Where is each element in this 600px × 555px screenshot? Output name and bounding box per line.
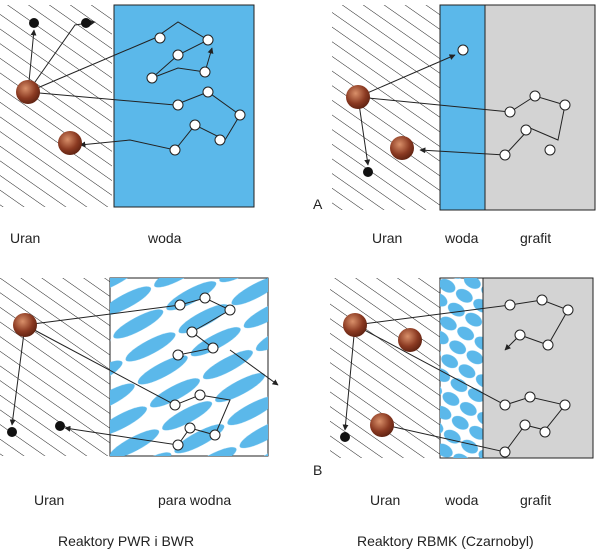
neutron-icon <box>520 124 532 136</box>
neutron-icon <box>81 18 91 28</box>
neutron-icon <box>524 391 536 403</box>
uranium-nucleus-icon <box>390 136 414 160</box>
neutron-icon <box>194 389 206 401</box>
panel-top-left <box>0 4 255 208</box>
neutron-icon <box>169 144 181 156</box>
panel-marker-b: B <box>313 462 323 478</box>
neutron-icon <box>207 342 219 354</box>
neutron-icon <box>172 439 184 451</box>
panel-bottom-right <box>330 277 594 459</box>
neutron-icon <box>209 429 221 441</box>
neutron-icon <box>55 421 65 431</box>
uranium-nucleus-icon <box>16 80 40 104</box>
neutron-icon <box>542 339 554 351</box>
panel-bottom-left <box>0 277 279 457</box>
neutron-icon <box>529 90 541 102</box>
neutron-path <box>342 324 356 431</box>
caption-rbmk: Reaktory RBMK (Czarnobyl) <box>357 533 534 549</box>
label-grafit: grafit <box>520 230 552 246</box>
uranium-nucleus-icon <box>343 313 367 337</box>
uranium-region <box>0 278 110 456</box>
uranium-nucleus-icon <box>346 85 370 109</box>
neutron-icon <box>499 399 511 411</box>
neutron-icon <box>234 109 246 121</box>
uranium-nucleus-icon <box>58 131 82 155</box>
uranium-region <box>0 5 112 207</box>
neutron-icon <box>363 167 373 177</box>
neutron-icon <box>514 329 526 341</box>
label-uran: Uran <box>372 230 403 246</box>
neutron-icon <box>519 419 531 431</box>
label-uran: Uran <box>370 492 401 508</box>
neutron-path <box>357 54 456 98</box>
neutron-icon <box>184 422 196 434</box>
neutron-path <box>9 324 26 426</box>
label-uran: Uran <box>34 492 65 508</box>
neutron-icon <box>172 99 184 111</box>
neutron-icon <box>539 426 551 438</box>
neutron-icon <box>224 304 236 316</box>
label-woda: woda <box>445 492 479 508</box>
label-woda: woda <box>445 230 479 246</box>
neutron-icon <box>186 326 198 338</box>
neutron-icon <box>172 349 184 361</box>
graphite-region <box>482 277 594 459</box>
neutron-path <box>229 349 279 386</box>
neutron-icon <box>562 304 574 316</box>
label-para-wodna: para wodna <box>158 492 232 508</box>
neutron-icon <box>504 299 516 311</box>
uranium-region <box>332 5 440 210</box>
neutron-icon <box>559 399 571 411</box>
caption-pwr-bwr: Reaktory PWR i BWR <box>58 533 195 549</box>
uranium-nucleus-icon <box>13 313 37 337</box>
neutron-icon <box>174 299 186 311</box>
neutron-icon <box>536 294 548 306</box>
neutron-icon <box>499 446 511 458</box>
panel-marker-a: A <box>313 196 323 212</box>
neutron-icon <box>202 86 214 98</box>
neutron-icon <box>340 432 350 442</box>
water-region <box>440 278 483 458</box>
label-woda: woda <box>148 230 182 246</box>
neutron-icon <box>457 44 469 56</box>
neutron-icon <box>172 49 184 61</box>
water-region <box>113 4 255 208</box>
label-uran: Uran <box>10 230 41 246</box>
neutron-icon <box>154 32 166 44</box>
uranium-nucleus-icon <box>370 413 394 437</box>
neutron-icon <box>199 292 211 304</box>
neutron-icon <box>544 144 556 156</box>
neutron-icon <box>214 134 226 146</box>
label-grafit: grafit <box>520 492 552 508</box>
neutron-icon <box>559 99 571 111</box>
neutron-icon <box>7 427 17 437</box>
uranium-nucleus-icon <box>398 328 422 352</box>
neutron-icon <box>199 66 211 78</box>
neutron-icon <box>504 106 516 118</box>
neutron-icon <box>169 399 181 411</box>
neutron-icon <box>499 149 511 161</box>
neutron-icon <box>189 119 201 131</box>
neutron-icon <box>202 34 214 46</box>
neutron-icon <box>146 72 158 84</box>
graphite-region <box>484 4 596 211</box>
neutron-icon <box>29 18 39 28</box>
panel-top-right <box>332 4 596 211</box>
